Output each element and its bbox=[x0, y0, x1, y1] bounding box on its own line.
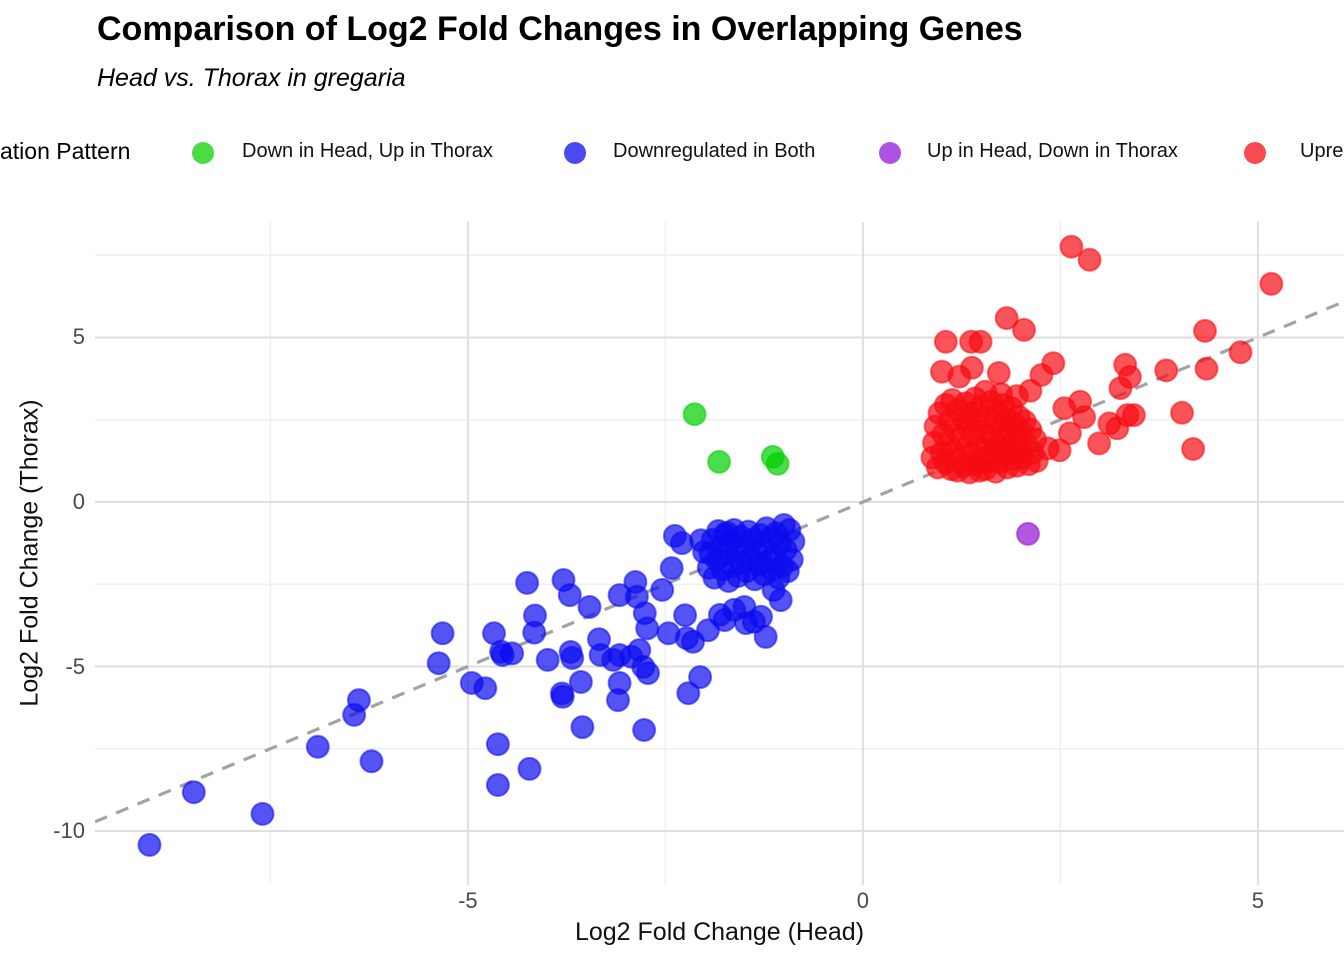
x-tick-label: 5 bbox=[1251, 888, 1264, 913]
data-point bbox=[632, 718, 657, 742]
data-point bbox=[430, 621, 455, 646]
data-point bbox=[577, 595, 602, 619]
y-tick-label: -10 bbox=[53, 818, 85, 844]
y-tick-label: 5 bbox=[72, 324, 85, 350]
data-point bbox=[1193, 318, 1217, 343]
data-point bbox=[359, 749, 384, 774]
y-tick-label: 0 bbox=[72, 489, 85, 514]
data-point bbox=[1024, 448, 1049, 473]
data-point bbox=[696, 555, 721, 580]
data-point bbox=[994, 306, 1019, 331]
data-point bbox=[1108, 376, 1133, 401]
data-point bbox=[1077, 247, 1102, 272]
x-tick-label: -5 bbox=[458, 888, 478, 913]
data-point bbox=[712, 608, 737, 633]
data-point bbox=[535, 647, 560, 672]
page-subtitle: Head vs. Thorax in gregaria bbox=[97, 64, 406, 92]
data-point bbox=[1059, 234, 1084, 259]
data-point bbox=[1154, 358, 1179, 383]
legend-item-upregulated: Upre bbox=[1300, 140, 1344, 162]
data-point bbox=[1181, 437, 1206, 461]
x-tick-label: 0 bbox=[856, 888, 869, 913]
legend-item-downregulated-both: Downregulated in Both bbox=[613, 140, 816, 162]
data-point bbox=[1068, 389, 1093, 414]
data-point bbox=[137, 832, 162, 857]
plot-panel bbox=[95, 222, 1344, 885]
data-point bbox=[426, 651, 451, 676]
data-point bbox=[550, 684, 575, 709]
data-point bbox=[500, 641, 525, 666]
data-point bbox=[933, 329, 958, 354]
legend: ation Pattern Down in Head, Up in Thorax… bbox=[0, 136, 1344, 170]
data-point bbox=[181, 780, 206, 805]
data-point bbox=[1259, 271, 1284, 296]
data-point bbox=[635, 616, 660, 641]
data-point bbox=[682, 402, 707, 427]
data-point bbox=[947, 364, 972, 389]
data-point bbox=[650, 577, 675, 602]
data-point bbox=[588, 643, 613, 667]
data-point bbox=[560, 646, 585, 670]
legend-swatch-up-head-down-thorax-icon bbox=[879, 142, 901, 164]
data-point bbox=[473, 676, 498, 701]
data-point bbox=[1228, 340, 1253, 365]
data-point bbox=[768, 588, 793, 613]
data-point bbox=[1087, 431, 1112, 456]
y-axis-title: Log2 Fold Change (Thorax) bbox=[15, 399, 44, 707]
data-point bbox=[968, 329, 993, 354]
legend-title: ation Pattern bbox=[0, 138, 131, 164]
x-axis-title: Log2 Fold Change (Head) bbox=[574, 918, 865, 946]
legend-swatch-downregulated-both-icon bbox=[564, 142, 586, 164]
data-point bbox=[1012, 317, 1036, 342]
legend-swatch-down-head-up-thorax-icon bbox=[192, 142, 214, 164]
legend-item-up-head-down-thorax: Up in Head, Down in Thorax bbox=[927, 140, 1178, 162]
data-point bbox=[986, 361, 1011, 385]
scatter-plot bbox=[95, 222, 1344, 885]
data-point bbox=[1170, 400, 1194, 425]
y-tick-label: -5 bbox=[65, 653, 85, 679]
data-point bbox=[688, 665, 713, 690]
data-point bbox=[342, 702, 367, 727]
page-title: Comparison of Log2 Fold Changes in Overl… bbox=[97, 10, 1023, 48]
legend-swatch-upregulated-icon bbox=[1244, 142, 1266, 164]
data-point bbox=[676, 681, 701, 706]
data-point bbox=[636, 661, 660, 686]
data-point bbox=[305, 734, 330, 759]
data-point bbox=[522, 620, 547, 645]
data-point bbox=[707, 449, 732, 474]
data-point bbox=[659, 556, 684, 581]
data-point bbox=[568, 670, 593, 694]
data-point bbox=[557, 583, 582, 608]
data-point bbox=[517, 756, 542, 781]
data-point bbox=[765, 451, 790, 476]
data-point bbox=[485, 773, 510, 797]
data-point bbox=[674, 626, 699, 651]
data-point bbox=[673, 603, 698, 628]
data-point bbox=[1023, 427, 1048, 452]
data-point bbox=[1018, 378, 1043, 403]
data-point bbox=[515, 570, 540, 595]
data-point bbox=[1194, 356, 1219, 381]
data-point bbox=[485, 732, 510, 757]
data-point bbox=[627, 638, 652, 663]
data-point bbox=[1105, 416, 1130, 441]
data-point bbox=[250, 801, 275, 826]
data-point bbox=[606, 688, 630, 713]
data-point bbox=[741, 609, 766, 634]
data-point bbox=[1016, 521, 1040, 546]
data-point bbox=[570, 715, 595, 740]
legend-item-down-head-up-thorax: Down in Head, Up in Thorax bbox=[242, 140, 493, 162]
